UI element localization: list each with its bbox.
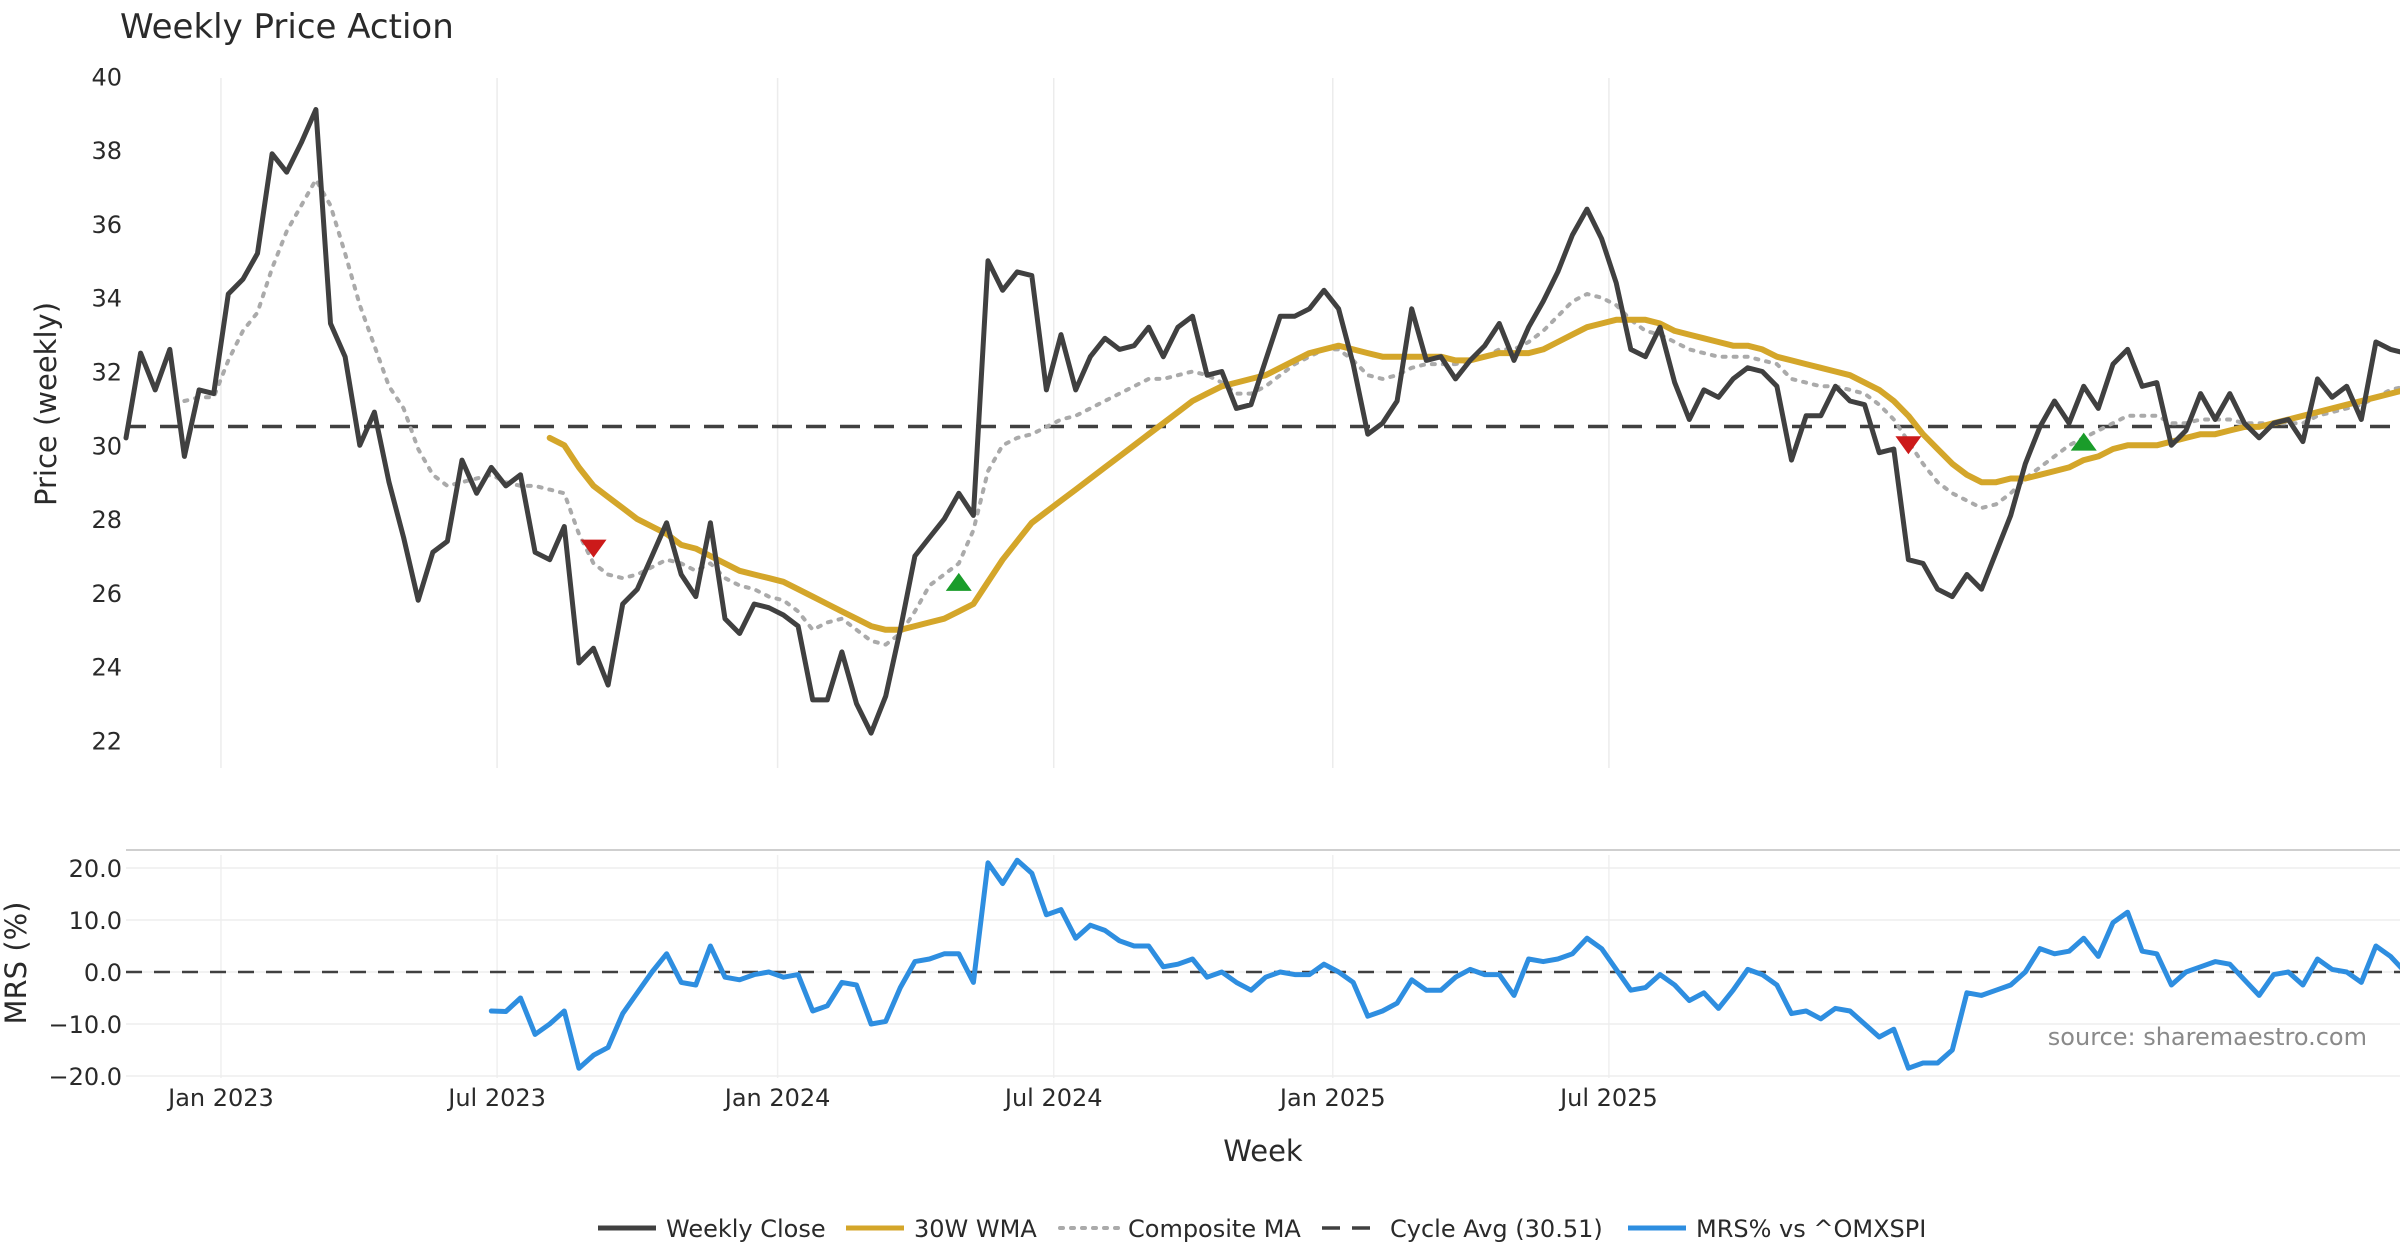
- price-axis-label: Price (weekly): [29, 302, 63, 506]
- x-axis-label: Week: [1223, 1134, 1303, 1168]
- sell-signal-marker: [580, 539, 607, 558]
- series-mrs: [488, 857, 2400, 1071]
- price-y-tick-label: 32: [91, 359, 122, 387]
- legend-item: Weekly Close: [598, 1215, 826, 1243]
- mrs-y-tick-label: 0.0: [84, 959, 122, 987]
- x-tick-label: Jul 2023: [446, 1084, 546, 1112]
- mrs-y-tick-label: 10.0: [69, 907, 122, 935]
- legend-item: 30W WMA: [846, 1215, 1037, 1243]
- mrs-y-tick-label: 20.0: [69, 855, 122, 883]
- mrs-axis-label: MRS (%): [0, 902, 33, 1025]
- series-30w-wma: [546, 316, 2400, 633]
- price-y-tick-label: 22: [91, 728, 122, 756]
- series-composite-ma: [182, 177, 2400, 647]
- x-tick-label: Jan 2024: [723, 1084, 831, 1112]
- chart-title: Weekly Price Action: [120, 7, 454, 47]
- legend-label: Weekly Close: [666, 1215, 826, 1243]
- vertical-gridlines: [220, 78, 1610, 1078]
- price-y-tick-label: 24: [91, 654, 122, 682]
- mrs-series: [126, 857, 2400, 1071]
- price-y-tick-label: 40: [91, 63, 122, 91]
- sell-signal-marker: [1895, 436, 1922, 455]
- legend-item: Cycle Avg (30.51): [1322, 1215, 1603, 1243]
- legend-label: MRS% vs ^OMXSPI: [1696, 1215, 1926, 1243]
- mrs-y-ticks: −20.0 −10.0 0.0 10.0 20.0: [48, 855, 122, 1091]
- price-y-tick-label: 26: [91, 580, 122, 608]
- buy-signal-marker: [2070, 432, 2097, 451]
- source-note: source: sharemaestro.com: [2048, 1023, 2367, 1051]
- x-tick-label: Jul 2025: [1558, 1084, 1658, 1112]
- price-y-ticks: 22 24 26 28 30 32 34 36 38 40: [91, 63, 122, 755]
- mrs-y-tick-label: −10.0: [48, 1011, 122, 1039]
- mrs-y-tick-label: −20.0: [48, 1063, 122, 1091]
- legend-item: Composite MA: [1058, 1215, 1301, 1243]
- legend-item: MRS% vs ^OMXSPI: [1628, 1215, 1926, 1243]
- price-y-tick-label: 34: [91, 285, 122, 313]
- x-tick-label: Jan 2025: [1278, 1084, 1386, 1112]
- legend: Weekly Close 30W WMA Composite MA Cycle Avg…: [598, 1215, 1926, 1243]
- x-ticks: Jan 2023 Jul 2023 Jan 2024 Jul 2024 Jan 2025…: [166, 1084, 1658, 1112]
- price-series: [123, 107, 2400, 736]
- buy-signal-marker: [945, 572, 972, 591]
- legend-label: Composite MA: [1128, 1215, 1301, 1243]
- price-y-tick-label: 28: [91, 506, 122, 534]
- legend-label: Cycle Avg (30.51): [1390, 1215, 1603, 1243]
- series-weekly-close: [123, 107, 2400, 736]
- price-y-tick-label: 36: [91, 211, 122, 239]
- price-y-tick-label: 38: [91, 137, 122, 165]
- x-tick-label: Jan 2023: [166, 1084, 274, 1112]
- x-tick-label: Jul 2024: [1003, 1084, 1103, 1112]
- mrs-gridlines: [126, 849, 2400, 1077]
- signal-markers: [580, 432, 2097, 591]
- price-y-tick-label: 30: [91, 432, 122, 460]
- legend-label: 30W WMA: [914, 1215, 1037, 1243]
